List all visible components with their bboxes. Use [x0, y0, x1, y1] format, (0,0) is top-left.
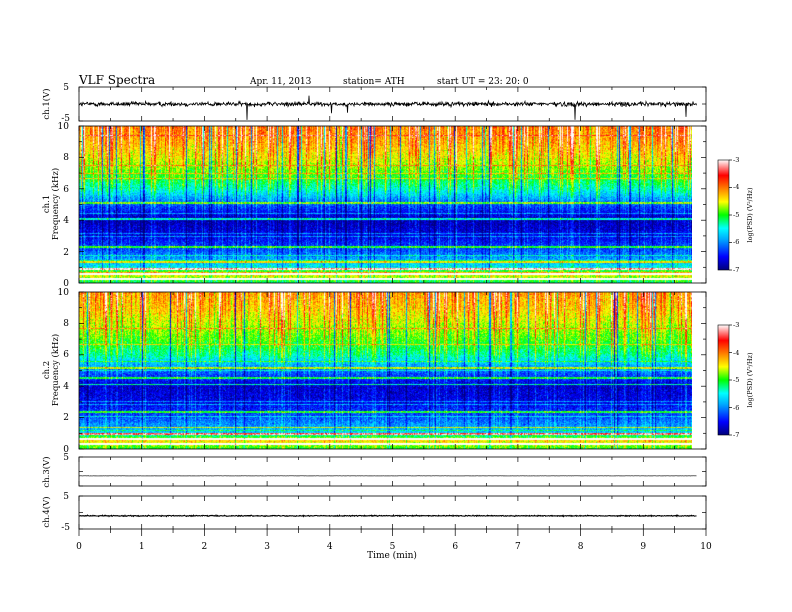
- xtick-label-10: 10: [700, 542, 712, 552]
- axis-tick-marks: [78, 86, 732, 536]
- ch1-spectrogram-panel: 0 2 4 6 8 10 ch.1 Frequency (kHz): [42, 122, 707, 289]
- ch1-spectrogram-image: [79, 126, 692, 283]
- date-label: Apr. 11, 2013: [249, 77, 312, 87]
- ch1-waveform-ylabel: ch.1(V): [41, 88, 52, 119]
- ch1-frequency-ylabel: Frequency (kHz): [50, 168, 61, 240]
- xtick-label-7: 7: [515, 542, 521, 552]
- ch2-cb-tick-m4: -4: [733, 349, 739, 357]
- ch1-ytick-8: 8: [63, 153, 69, 163]
- ch1-cb-tick-m5: -5: [733, 211, 739, 219]
- ch1-ytick-top: 5: [63, 83, 69, 93]
- ch1-ytick-4: 4: [63, 216, 69, 226]
- ch2-ytick-2: 2: [63, 413, 69, 423]
- xtick-label-9: 9: [640, 542, 646, 552]
- ch2-colorbar-gradient: [718, 325, 729, 435]
- ch1-waveform-trace: [78, 95, 697, 120]
- ch1-cb-tick-m7: -7: [733, 266, 739, 274]
- ch1-ytick-6: 6: [63, 185, 69, 195]
- ch2-channel-label: ch.2: [42, 361, 52, 379]
- ch1-ytick-0: 0: [63, 279, 69, 289]
- ch1-ytick-10: 10: [58, 122, 70, 132]
- xtick-label-5: 5: [390, 542, 396, 552]
- ch3-waveform-ylabel: ch.3(V): [41, 456, 52, 487]
- xtick-label-8: 8: [578, 542, 584, 552]
- ch1-cb-tick-m4: -4: [733, 183, 739, 191]
- ch2-ytick-0: 0: [63, 445, 69, 455]
- xtick-label-3: 3: [264, 542, 270, 552]
- x-axis-label: Time (min): [367, 550, 417, 561]
- ch1-channel-label: ch.1: [42, 195, 52, 213]
- station-label: station= ATH: [343, 77, 405, 87]
- ch2-ytick-6: 6: [63, 350, 69, 360]
- ch4-waveform-trace: [79, 514, 697, 518]
- ch2-ytick-4: 4: [63, 382, 69, 392]
- ch1-ytick-bottom: -5: [61, 114, 70, 124]
- figure-title: VLF Spectra: [78, 73, 155, 87]
- ch1-colorbar-label: log(PSD) (V²/Hz): [746, 187, 754, 242]
- xtick-label-4: 4: [327, 542, 333, 552]
- xtick-label-2: 2: [202, 542, 208, 552]
- ch4-ytick-top: 5: [63, 492, 69, 502]
- ch2-cb-tick-m5: -5: [733, 376, 739, 384]
- ch4-waveform-ylabel: ch.4(V): [41, 496, 52, 527]
- ch2-colorbar: -3 -4 -5 -6 -7 log(PSD) (V²/Hz): [717, 321, 754, 439]
- ch3-ytick-top: 5: [63, 453, 69, 463]
- ch1-colorbar: -3 -4 -5 -6 -7 log(PSD) (V²/Hz): [717, 156, 754, 274]
- ch2-ytick-8: 8: [63, 319, 69, 329]
- ch2-cb-tick-m6: -6: [733, 404, 739, 412]
- start-time-label: start UT = 23: 20: 0: [437, 77, 529, 87]
- ch4-waveform-panel: 5 -5 ch.4(V): [41, 492, 707, 533]
- ch2-cb-tick-m7: -7: [733, 431, 739, 439]
- xtick-label-6: 6: [452, 542, 458, 552]
- ch2-spectrogram-panel: 0 2 4 6 8 10 ch.2 Frequency (kHz): [42, 288, 707, 455]
- ch2-cb-tick-m3: -3: [733, 321, 739, 329]
- ch1-colorbar-gradient: [718, 160, 729, 270]
- xtick-label-0: 0: [76, 542, 82, 552]
- ch2-colorbar-label: log(PSD) (V²/Hz): [746, 352, 754, 407]
- ch1-cb-tick-m6: -6: [733, 238, 739, 246]
- x-axis: 0 1 2 3 4 5 6 7 8 9 10 Time (min): [76, 542, 712, 561]
- ch2-ytick-10: 10: [58, 288, 70, 298]
- ch4-ytick-bottom: -5: [61, 523, 70, 533]
- ch1-waveform-panel: 5 -5 ch.1(V): [41, 83, 707, 124]
- ch3-waveform-panel: 5 ch.3(V): [41, 453, 707, 488]
- ch1-ytick-2: 2: [63, 248, 69, 258]
- ch1-cb-tick-m3: -3: [733, 156, 739, 164]
- xtick-label-1: 1: [139, 542, 145, 552]
- ch2-frequency-ylabel: Frequency (kHz): [50, 334, 61, 406]
- ch2-spectrogram-image: [79, 292, 692, 449]
